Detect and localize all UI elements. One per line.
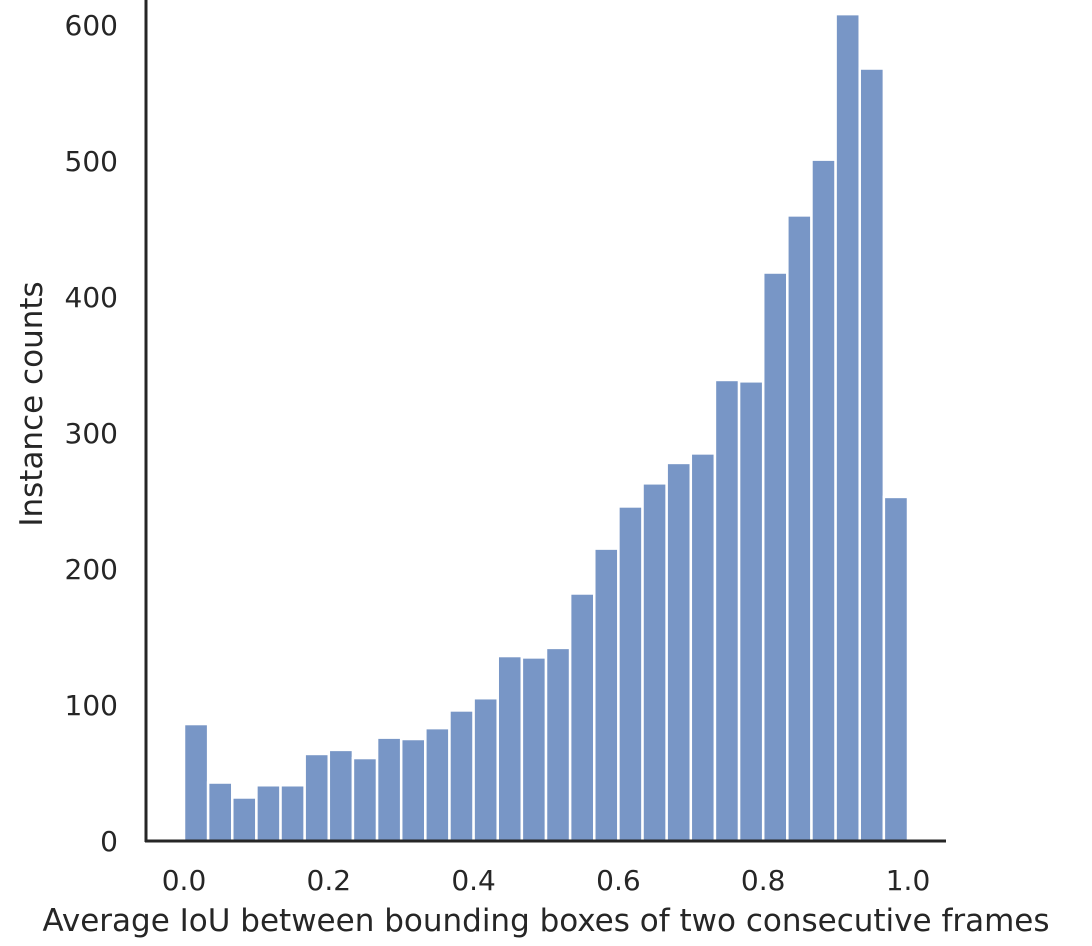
y-axis-title: Instance counts [14,281,50,526]
y-tick-label: 300 [65,417,118,450]
histogram-bar [834,12,861,843]
histogram-bar [568,592,596,843]
histogram-bar [882,495,910,843]
y-tick-label: 500 [65,145,118,178]
histogram-bar [496,654,524,843]
histogram-bar [713,378,741,843]
histogram-bar [786,214,813,843]
x-tick-label: 1.0 [886,864,931,897]
histogram-bar [448,709,475,843]
histogram-bar [810,158,837,843]
histogram-bar [665,461,693,843]
histogram-bar [399,737,427,843]
y-tick-label: 200 [65,553,118,586]
histogram-bar [520,656,548,843]
histogram-bar [737,380,765,843]
y-axis-ticks: 0 100 200 300 400 500 600 [65,9,118,858]
histogram-bar [472,696,499,843]
y-tick-label: 600 [65,9,118,42]
y-tick-label: 400 [65,281,118,314]
histogram-bar [375,736,403,843]
histogram-bar [641,482,668,843]
histogram-bar [327,748,355,843]
x-axis-title: Average IoU between bounding boxes of tw… [42,903,1049,939]
x-tick-label: 0.4 [451,864,496,897]
histogram-bar [206,781,234,843]
histogram-bar [544,646,572,843]
x-tick-label: 0.2 [307,864,352,897]
histogram-bar [351,756,379,843]
y-tick-label: 0 [100,825,118,858]
x-tick-label: 0.6 [596,864,641,897]
x-tick-label: 0.0 [162,864,207,897]
histogram-bar [231,796,258,843]
histogram-bars [182,12,910,843]
x-tick-label: 0.8 [741,864,786,897]
histogram-bar [424,726,451,843]
histogram-bar [255,783,282,843]
histogram-bar [182,722,210,843]
histogram-bar [303,752,331,843]
histogram-bar [279,783,306,843]
y-tick-label: 100 [65,689,118,722]
histogram-bar [858,67,886,843]
histogram-bar [617,505,644,843]
histogram-bar [689,452,717,843]
histogram-bar [761,271,789,843]
histogram-bar [593,547,620,843]
x-axis-ticks: 0.0 0.2 0.4 0.6 0.8 1.0 [162,864,931,897]
